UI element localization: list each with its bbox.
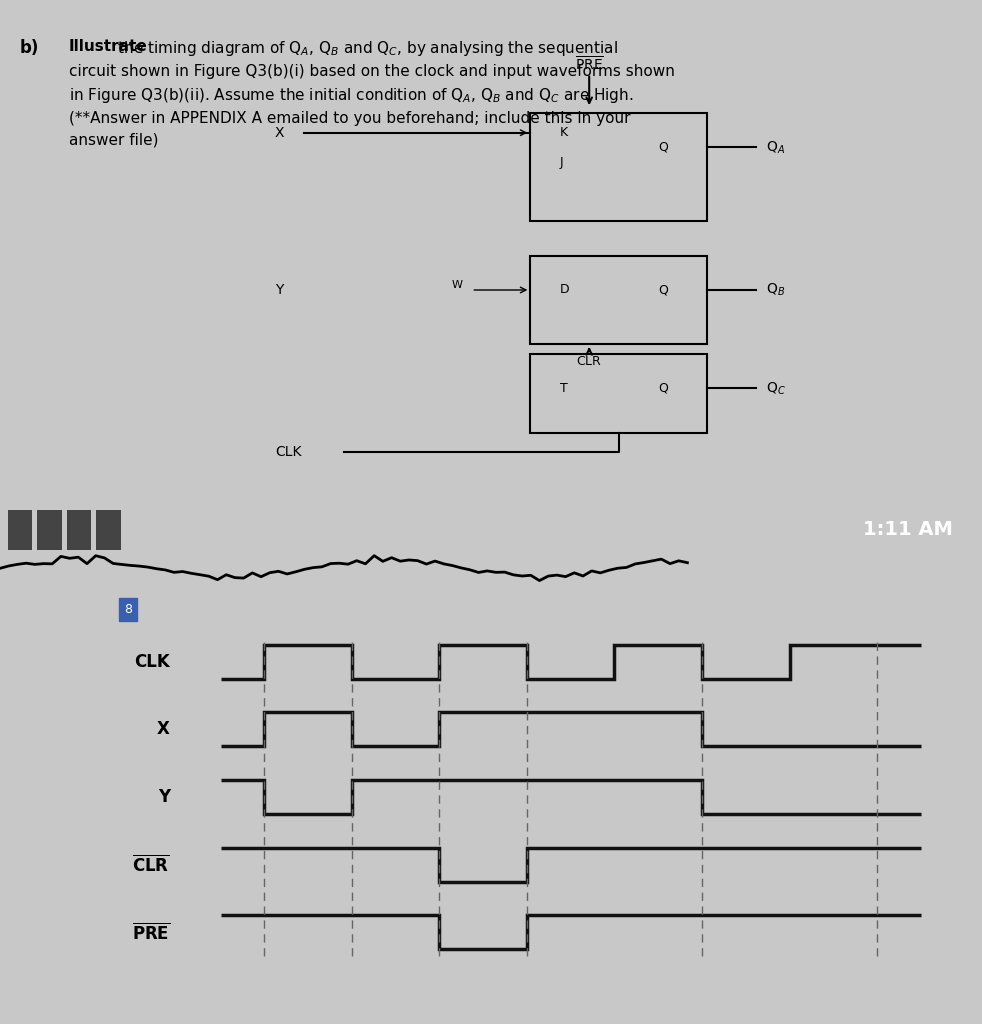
Text: X: X — [157, 720, 170, 738]
Bar — [530, 113, 707, 221]
Text: 8: 8 — [124, 603, 132, 616]
Text: CLK: CLK — [135, 652, 170, 671]
Text: Y: Y — [275, 283, 284, 297]
Text: X: X — [275, 126, 285, 139]
Bar — [67, 510, 91, 550]
Text: the timing diagram of Q$_A$, Q$_B$ and Q$_C$, by analysing the sequential
circui: the timing diagram of Q$_A$, Q$_B$ and Q… — [69, 39, 675, 147]
Text: T: T — [560, 382, 568, 395]
Text: $\overline{\mathbf{CLR}}$: $\overline{\mathbf{CLR}}$ — [133, 854, 170, 876]
Text: Q$_C$: Q$_C$ — [766, 380, 786, 396]
Text: 1:11 AM: 1:11 AM — [862, 520, 953, 540]
Text: Q$_B$: Q$_B$ — [766, 282, 786, 298]
Text: $\overline{\mathrm{PRE}}$: $\overline{\mathrm{PRE}}$ — [574, 55, 604, 74]
Text: b): b) — [20, 39, 39, 57]
Text: CLK: CLK — [275, 445, 301, 459]
Text: $\overline{\mathbf{PRE}}$: $\overline{\mathbf{PRE}}$ — [132, 922, 170, 943]
Text: J: J — [560, 156, 564, 169]
Bar — [96, 510, 121, 550]
Bar — [530, 354, 707, 432]
Bar — [8, 510, 32, 550]
Text: Q: Q — [658, 141, 668, 154]
Text: $\overline{\mathrm{CLR}}$: $\overline{\mathrm{CLR}}$ — [576, 354, 602, 370]
Text: W: W — [452, 281, 463, 290]
Bar — [37, 510, 62, 550]
Text: Q$_A$: Q$_A$ — [766, 139, 785, 156]
Text: D: D — [560, 284, 570, 297]
Text: Q: Q — [658, 382, 668, 395]
Bar — [530, 256, 707, 344]
Text: Q: Q — [658, 284, 668, 297]
Text: Illustrate: Illustrate — [69, 39, 147, 54]
Text: K: K — [560, 126, 568, 139]
Text: Y: Y — [158, 787, 170, 806]
